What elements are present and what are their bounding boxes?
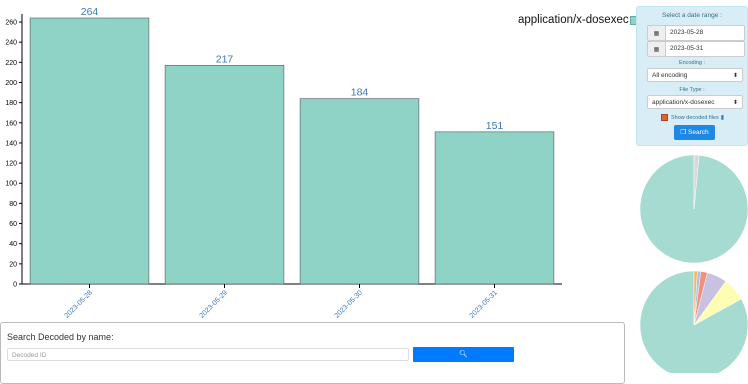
y-tick-label: 60 bbox=[9, 221, 17, 228]
y-tick-label: 160 bbox=[5, 120, 17, 127]
y-tick-label: 100 bbox=[5, 181, 17, 188]
panel-search-button[interactable]: ❐ Search bbox=[674, 125, 715, 140]
bar bbox=[164, 65, 285, 285]
x-tick-label: 2023-05-29 bbox=[199, 289, 229, 319]
search-decoded-box: Search Decoded by name: Decoded ID 🔍︎ bbox=[0, 322, 625, 384]
search-title: Search Decoded by name: bbox=[7, 332, 114, 342]
y-tick-label: 120 bbox=[5, 161, 17, 168]
date-range-panel: Select a date range : ▦ 2023-05-28 ▦ 202… bbox=[636, 6, 748, 146]
date-from-value: 2023-05-28 bbox=[670, 29, 704, 36]
y-tick-label: 140 bbox=[5, 140, 17, 147]
y-tick-label: 240 bbox=[5, 40, 17, 47]
bar-value-label: 151 bbox=[486, 120, 504, 132]
y-tick-label: 20 bbox=[9, 261, 17, 268]
chart-legend: application/x-dosexec bbox=[518, 14, 639, 26]
search-icon: 🔍︎ bbox=[459, 351, 468, 358]
panel-search-label: Search bbox=[688, 129, 709, 136]
calendar-icon: ▦ bbox=[648, 42, 666, 56]
legend-label: application/x-dosexec bbox=[518, 14, 629, 26]
panel-title: Select a date range : bbox=[662, 12, 722, 19]
date-to-value: 2023-05-31 bbox=[670, 45, 704, 52]
y-tick-label: 0 bbox=[13, 282, 17, 289]
y-tick-label: 260 bbox=[5, 20, 17, 27]
bar bbox=[29, 17, 150, 285]
y-tick-label: 40 bbox=[9, 241, 17, 248]
encoding-select[interactable]: All encoding ⬍ bbox=[647, 68, 743, 82]
pie-charts bbox=[639, 154, 748, 373]
filetype-label: File Type : bbox=[679, 87, 705, 93]
bar bbox=[299, 98, 420, 285]
encoding-label: Encoding : bbox=[679, 60, 705, 66]
filetype-select-value: application/x-dosexec bbox=[652, 99, 715, 106]
decoded-id-input[interactable]: Decoded ID bbox=[7, 348, 409, 361]
y-tick-label: 180 bbox=[5, 100, 17, 107]
y-tick-label: 200 bbox=[5, 80, 17, 87]
search-button[interactable]: 🔍︎ bbox=[413, 347, 514, 362]
show-decoded-row[interactable]: Show decoded files ▮ bbox=[661, 114, 724, 121]
filetype-select[interactable]: application/x-dosexec ⬍ bbox=[647, 95, 743, 109]
select-arrow-icon: ⬍ bbox=[732, 100, 738, 106]
x-tick-label: 2023-05-31 bbox=[469, 289, 499, 319]
pie-slice bbox=[693, 270, 698, 326]
bar-value-label: 184 bbox=[351, 87, 369, 99]
x-tick-label: 2023-05-30 bbox=[334, 289, 364, 319]
y-tick-label: 80 bbox=[9, 201, 17, 208]
date-from-field[interactable]: ▦ 2023-05-28 bbox=[647, 25, 745, 41]
show-decoded-checkbox[interactable] bbox=[661, 114, 668, 121]
file-icon: ▮ bbox=[720, 115, 725, 121]
bar-chart: 0 20 40 60 80 100 120 140 160 180 200 220 240 260 264 2… bbox=[5, 6, 562, 320]
calendar-icon: ▦ bbox=[648, 26, 666, 40]
bar-value-label: 264 bbox=[81, 6, 99, 18]
x-tick-label: 2023-05-28 bbox=[64, 289, 94, 319]
y-tick-label: 220 bbox=[5, 60, 17, 67]
pie-slice bbox=[693, 154, 700, 210]
select-arrow-icon: ⬍ bbox=[732, 73, 738, 79]
show-decoded-label: Show decoded files bbox=[671, 114, 719, 121]
bar-value-label: 217 bbox=[216, 53, 234, 65]
bar bbox=[434, 131, 555, 285]
encoding-select-value: All encoding bbox=[652, 72, 688, 79]
date-to-field[interactable]: ▦ 2023-05-31 bbox=[647, 41, 745, 57]
copy-icon: ❐ bbox=[680, 129, 687, 136]
